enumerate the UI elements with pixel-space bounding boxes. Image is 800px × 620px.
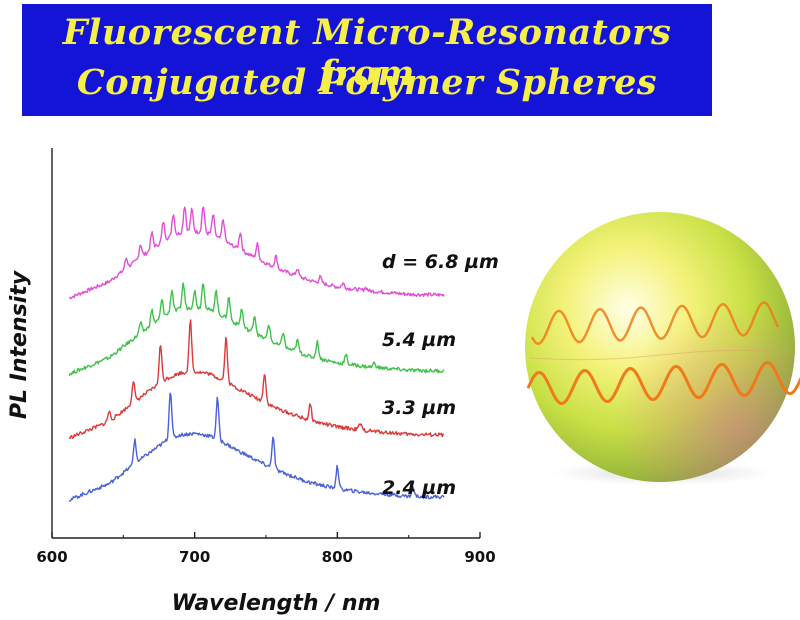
series-line-3 xyxy=(68,392,445,503)
series-label-2: 3.3 µm xyxy=(382,397,456,419)
title-line-1: Fluorescent Micro-Resonators from xyxy=(62,12,672,94)
y-axis-label: PL Intensity xyxy=(7,269,32,419)
chart-axes: 600 700 800 900 Wavelength / nm PL Intensity xyxy=(7,148,496,616)
title-banner: Fluorescent Micro-Resonators from Conjug… xyxy=(22,4,712,116)
x-tick-label: 800 xyxy=(322,548,353,566)
x-tick-label: 900 xyxy=(464,548,495,566)
microsphere-illustration xyxy=(520,205,800,490)
title-line-2: Conjugated Polymer Spheres xyxy=(76,62,658,103)
chart-series-labels: d = 6.8 µm 5.4 µm 3.3 µm 2.4 µm xyxy=(382,251,499,499)
series-label-3: 2.4 µm xyxy=(382,477,456,499)
whispering-gallery-wave-lower xyxy=(526,360,800,405)
series-label-0: d = 6.8 µm xyxy=(382,251,499,273)
x-tick-label: 600 xyxy=(36,548,67,566)
x-tick-label: 700 xyxy=(179,548,210,566)
series-line-1 xyxy=(68,282,445,377)
series-label-1: 5.4 µm xyxy=(382,329,456,351)
whispering-gallery-wave-upper xyxy=(530,301,780,345)
chart-series-group xyxy=(68,206,445,503)
series-line-0 xyxy=(68,206,445,300)
x-axis-label: Wavelength / nm xyxy=(172,591,381,616)
series-line-2 xyxy=(68,319,445,440)
